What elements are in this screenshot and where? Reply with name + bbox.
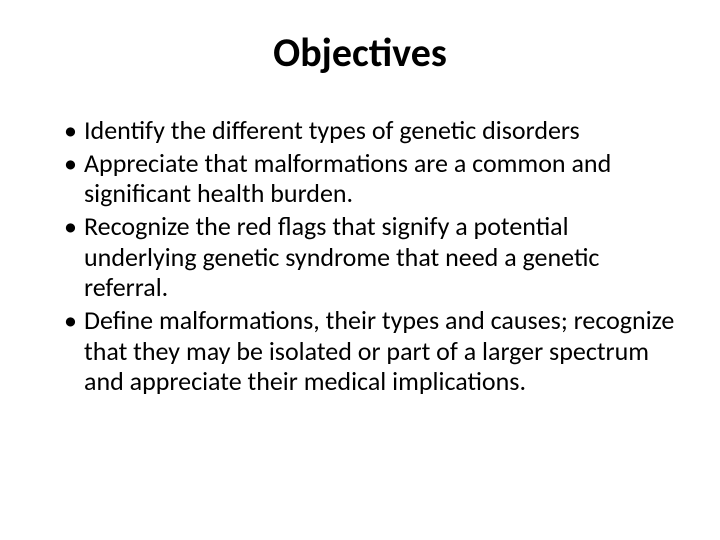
list-item: Identify the different types of genetic … (64, 115, 680, 146)
slide: Objectives Identify the different types … (0, 0, 720, 540)
list-item: Define malformations, their types and ca… (64, 305, 680, 397)
list-item: Recognize the red flags that signify a p… (64, 211, 680, 303)
bullet-text: Define malformations, their types and ca… (84, 304, 674, 397)
bullet-list: Identify the different types of genetic … (40, 115, 680, 397)
bullet-text: Recognize the red flags that signify a p… (84, 210, 599, 303)
slide-title: Objectives (40, 28, 680, 77)
bullet-text: Identify the different types of genetic … (84, 114, 580, 146)
bullet-text: Appreciate that malformations are a comm… (84, 147, 611, 210)
list-item: Appreciate that malformations are a comm… (64, 148, 680, 209)
